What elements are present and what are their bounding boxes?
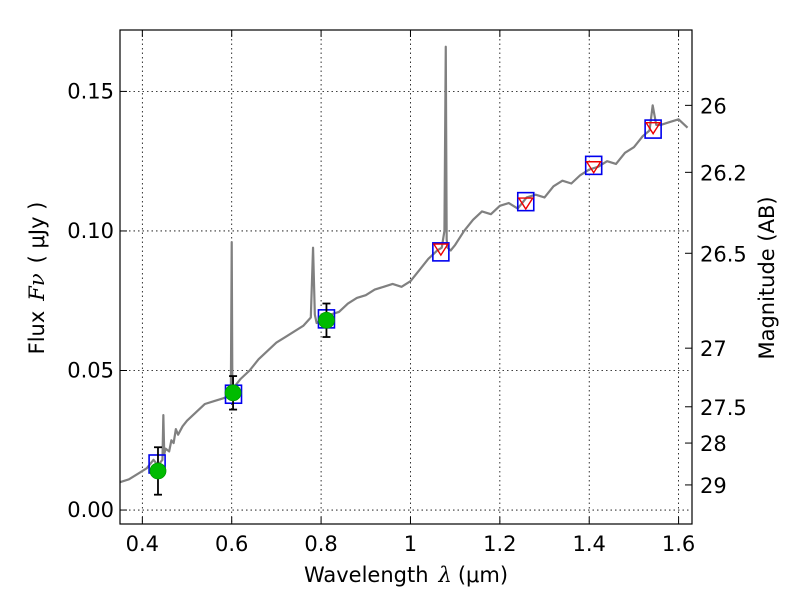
photometry-point <box>224 384 242 402</box>
y-tick-label: 0.05 <box>67 358 114 382</box>
model-square <box>644 119 662 139</box>
photometry-point <box>318 311 335 329</box>
y2-tick-label: 26 <box>700 94 727 118</box>
y2-tick-label: 26.2 <box>700 161 747 185</box>
model-square <box>584 155 603 176</box>
x-tick-label: 1 <box>404 532 417 556</box>
grid-layer <box>120 30 692 524</box>
model-square <box>516 191 535 212</box>
y2-tick-label: 27 <box>700 337 727 361</box>
y2-tick-label: 26.5 <box>700 242 747 266</box>
ir-triangle <box>517 197 535 211</box>
ir-triangle <box>432 243 450 257</box>
spectrum-layer <box>119 45 689 484</box>
x-tick-label: 0.4 <box>126 532 159 556</box>
x-tick-label: 1.6 <box>662 532 695 556</box>
x-tick-label: 0.6 <box>215 532 248 556</box>
y2-ticks-layer: 26 26.2 26.5 27 27.5 28 29 <box>685 94 747 498</box>
x-ticks-layer: 0.4 0.6 0.8 1 1.2 1.4 1.6 <box>126 30 695 556</box>
x-axis-title: Wavelength λ (μm) <box>304 563 508 587</box>
y2-tick-label: 27.5 <box>700 396 747 420</box>
y-tick-label: 0.15 <box>67 79 114 103</box>
y-axis-title: FluxFν( μJy ) <box>25 202 49 355</box>
y-ticks-layer: 0.00 0.05 0.10 0.15 <box>67 79 127 522</box>
y-tick-label: 0.10 <box>67 219 114 243</box>
marker-layer <box>148 119 662 496</box>
x-tick-label: 0.8 <box>304 532 337 556</box>
ir-triangle <box>644 121 662 135</box>
x-tick-label: 1.4 <box>573 532 606 556</box>
spectrum-line <box>119 45 689 484</box>
y2-tick-label: 29 <box>700 474 727 498</box>
y2-axis-title: Magnitude (AB) <box>755 196 779 359</box>
model-square <box>432 242 450 262</box>
x-tick-label: 1.2 <box>483 532 516 556</box>
plot-frame <box>119 29 693 525</box>
ir-triangle <box>585 161 602 175</box>
y2-tick-label: 28 <box>700 432 727 456</box>
photometry-point <box>149 462 167 480</box>
y-tick-label: 0.00 <box>67 498 114 522</box>
